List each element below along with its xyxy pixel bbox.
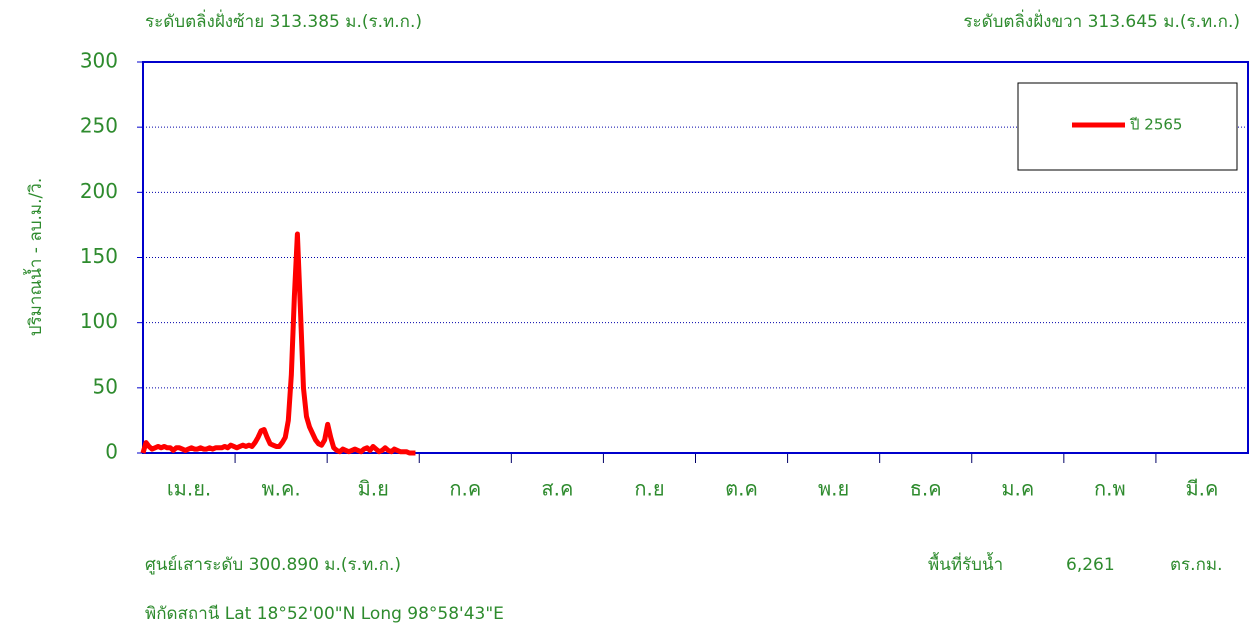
footer-area-value: 6,261 xyxy=(1066,555,1115,575)
x-tick-label: ธ.ค xyxy=(910,477,942,501)
footer-coords: พิกัดสถานี Lat 18°52'00"N Long 98°58'43"… xyxy=(145,604,504,624)
x-tick-label: ก.ย xyxy=(634,477,664,501)
legend-box xyxy=(1017,82,1238,171)
x-tick-label: เม.ย. xyxy=(167,477,211,501)
y-tick-label: 50 xyxy=(93,374,118,398)
y-tick-label: 200 xyxy=(80,179,118,203)
x-tick-label: พ.ย xyxy=(818,477,849,501)
x-tick-label: ก.พ xyxy=(1094,477,1126,501)
x-tick-label: พ.ค. xyxy=(261,477,300,501)
x-tick-label: มี.ค xyxy=(1185,477,1218,501)
y-tick-label: 0 xyxy=(105,440,118,464)
y-tick-label: 250 xyxy=(80,114,118,138)
x-tick-label: ม.ค xyxy=(1001,477,1034,501)
x-tick-label: ก.ค xyxy=(449,477,481,501)
footer-datum: ศูนย์เสาระดับ 300.890 ม.(ร.ท.ก.) xyxy=(145,555,401,575)
title-right: ระดับตลิ่งฝั่งขวา 313.645 ม.(ร.ท.ก.) xyxy=(963,9,1240,32)
data-line xyxy=(140,231,416,456)
title-left: ระดับตลิ่งฝั่งซ้าย 313.385 ม.(ร.ท.ก.) xyxy=(145,9,422,32)
y-axis-label: ปริมาณน้ำ - ลบ.ม./วิ. xyxy=(23,178,46,336)
x-tick-label: ต.ค xyxy=(725,477,758,501)
x-tick-label: ส.ค xyxy=(541,477,573,501)
legend-label: ปี 2565 xyxy=(1129,116,1182,134)
y-tick-label: 300 xyxy=(80,49,118,73)
plot-frame xyxy=(142,61,1249,454)
y-tick-label: 150 xyxy=(80,244,118,268)
y-tick-label: 100 xyxy=(80,309,118,333)
footer-area-unit: ตร.กม. xyxy=(1170,555,1222,575)
footer-area-label: พื้นที่รับน้ำ xyxy=(928,552,1003,575)
x-tick-label: มิ.ย xyxy=(358,477,389,501)
